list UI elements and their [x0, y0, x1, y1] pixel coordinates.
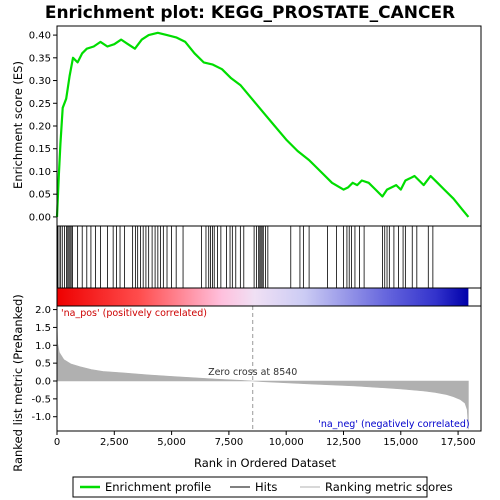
metric-plot-area [57, 306, 481, 431]
x-tick-label: 0 [54, 437, 60, 448]
legend-label-ranking: Ranking metric scores [325, 480, 453, 494]
enrichment-score-panel: 0.00 0.05 0.10 0.15 0.20 0.25 0.30 0.35 0.40 [29, 25, 482, 227]
metric-tick-label: 2.0 [35, 305, 51, 316]
x-axis: 0 2,500 5,000 7,500 10,000 12,500 15,000 17,500 [54, 431, 476, 448]
zero-cross-label: Zero cross at 8540 [208, 367, 297, 378]
x-tick-label: 7,500 [215, 437, 244, 448]
legend-label-hits: Hits [255, 480, 277, 494]
enrichment-profile-line [55, 31, 470, 218]
ranking-metric-area [56, 323, 469, 430]
x-tick-label: 5,000 [157, 437, 186, 448]
legend-label-enrichment: Enrichment profile [105, 480, 211, 494]
metric-tick-label: -0.5 [31, 394, 51, 405]
es-tick-label: 0.05 [29, 190, 51, 201]
x-axis-title: Rank in Ordered Dataset [194, 456, 337, 470]
es-tick-label: 0.35 [29, 53, 51, 64]
correlation-gradient-bar [56, 287, 482, 307]
metric-tick-label: 0.0 [35, 377, 51, 388]
metric-tick-label: 0.5 [35, 359, 51, 370]
ranking-metric-panel: Zero cross at 8540 'na_pos' (positively c… [31, 305, 482, 432]
es-tick-label: 0.40 [29, 31, 51, 42]
es-tick-label: 0.15 [29, 144, 51, 155]
metric-tick-label: -1.0 [31, 412, 51, 423]
x-tick-label: 15,000 [383, 437, 418, 448]
es-tick-label: 0.25 [29, 99, 51, 110]
x-tick-label: 10,000 [269, 437, 304, 448]
na-pos-label: 'na_pos' (positively correlated) [61, 308, 207, 319]
es-tick-label: 0.00 [29, 212, 51, 223]
legend: Enrichment profile Hits Ranking metric sco… [72, 476, 453, 498]
hits-panel [56, 225, 482, 289]
x-tick-label: 2,500 [100, 437, 129, 448]
metric-tick-label: 1.5 [35, 323, 51, 334]
es-tick-label: 0.30 [29, 76, 51, 87]
chart-title: Enrichment plot: KEGG_PROSTATE_CANCER [45, 3, 455, 23]
hits-frame [56, 225, 482, 289]
na-neg-label: 'na_neg' (negatively correlated) [318, 419, 469, 430]
x-tick-label: 12,500 [326, 437, 361, 448]
gradient-fill [57, 288, 469, 306]
y-axis-title-metric: Ranked list metric (PreRanked) [11, 294, 25, 472]
y-axis-title-es: Enrichment score (ES) [11, 61, 25, 189]
es-tick-label: 0.10 [29, 167, 51, 178]
es-plot-area [57, 26, 481, 226]
metric-plot-frame [56, 305, 482, 432]
es-tick-label: 0.20 [29, 122, 51, 133]
metric-tick-label: 1.0 [35, 341, 51, 352]
x-tick-label: 17,500 [441, 437, 476, 448]
